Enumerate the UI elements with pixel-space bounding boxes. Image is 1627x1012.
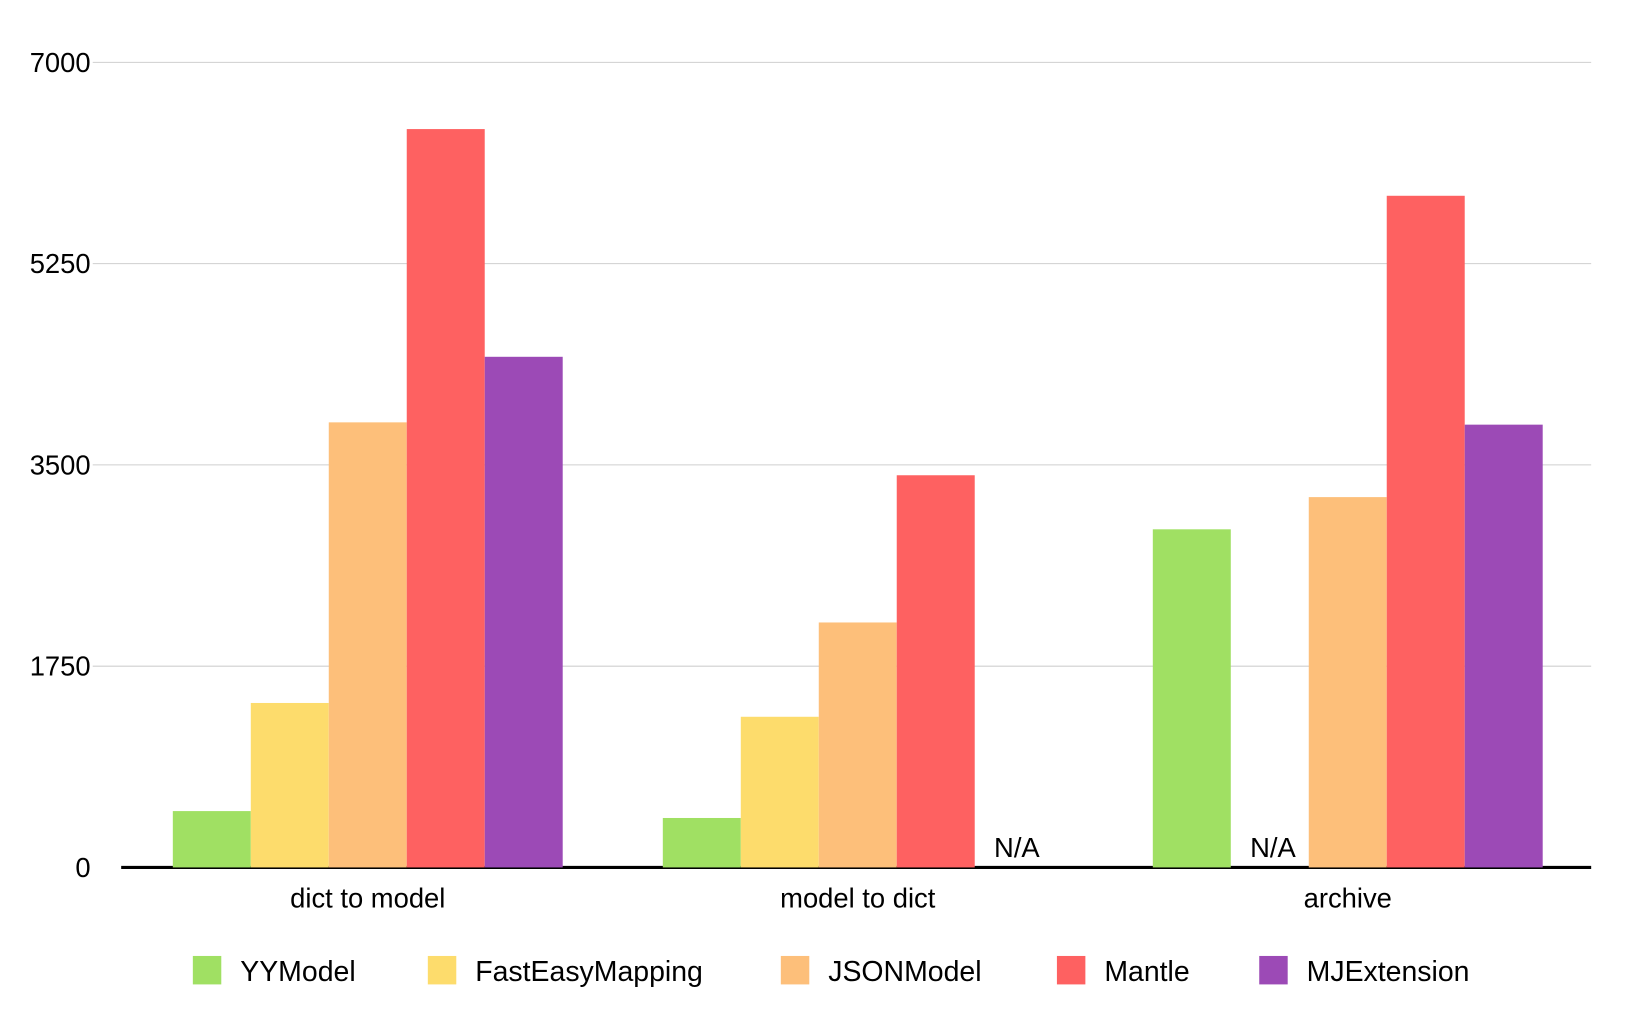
bar-jsonmodel-0 [328, 422, 407, 868]
legend-item: MJExtension [1259, 955, 1470, 988]
x-tick-label: archive [1304, 882, 1392, 913]
legend-item: JSONModel [780, 955, 982, 988]
na-label: N/A [1250, 832, 1296, 863]
legend-item: FastEasyMapping [427, 955, 703, 988]
legend-label: MJExtension [1307, 956, 1470, 988]
legend-swatch [192, 955, 222, 985]
legend-swatch [1056, 955, 1086, 985]
bar-mjextension-0 [484, 356, 563, 868]
legend-label: FastEasyMapping [475, 956, 703, 988]
y-tick-label: 7000 [30, 47, 91, 78]
legend-swatch [1259, 955, 1288, 985]
bar-yymodel-2 [1152, 529, 1231, 868]
bar-mantle-2 [1386, 195, 1465, 868]
y-tick-label: 3500 [30, 449, 91, 480]
legend-item: YYModel [192, 955, 356, 988]
legend-swatch [780, 955, 810, 985]
legend-label: YYModel [240, 956, 355, 988]
legend-label: JSONModel [828, 956, 981, 988]
bar-yymodel-1 [662, 817, 741, 868]
y-tick-label: 5250 [30, 248, 91, 279]
bar-mjextension-2 [1464, 424, 1543, 868]
na-label: N/A [994, 832, 1040, 863]
legend-label: Mantle [1104, 956, 1189, 988]
bar-yymodel-0 [172, 811, 251, 868]
bar-jsonmodel-2 [1308, 497, 1387, 868]
bar-mantle-0 [406, 129, 485, 868]
legend-swatch [427, 955, 457, 985]
legend-item: Mantle [1056, 955, 1190, 988]
bar-mantle-1 [896, 475, 975, 868]
bar-jsonmodel-1 [818, 622, 897, 868]
x-tick-label: model to dict [780, 882, 936, 913]
bar-fasteasymapping-0 [250, 702, 329, 868]
bar-fasteasymapping-1 [740, 716, 819, 868]
y-tick-label: 0 [75, 852, 90, 883]
x-tick-label: dict to model [290, 882, 445, 913]
y-tick-label: 1750 [30, 651, 91, 682]
